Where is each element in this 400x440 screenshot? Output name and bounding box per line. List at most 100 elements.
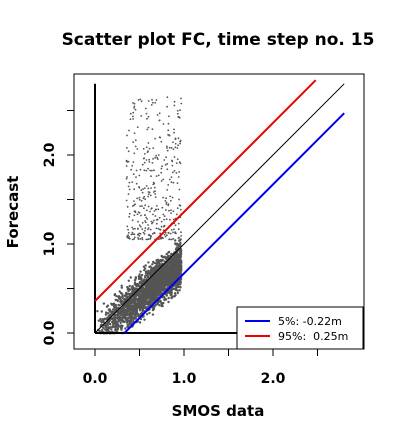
scatter-point — [126, 312, 129, 315]
scatter-point — [128, 215, 131, 218]
scatter-point — [176, 291, 179, 295]
scatter-point — [168, 134, 171, 137]
scatter-point — [147, 126, 150, 129]
scatter-point — [167, 122, 170, 125]
scatter-point — [132, 102, 134, 104]
scatter-point — [147, 187, 150, 190]
scatter-point — [166, 189, 169, 191]
scatter-point — [171, 265, 174, 268]
scatter-point — [146, 272, 149, 275]
scatter-point — [142, 231, 145, 234]
scatter-point — [157, 154, 160, 156]
scatter-point — [133, 152, 136, 155]
scatter-point — [175, 172, 178, 174]
scatter-point — [126, 295, 129, 298]
scatter-point — [165, 156, 168, 159]
scatter-point — [155, 219, 158, 221]
scatter-point — [156, 282, 159, 285]
scatter-point — [134, 227, 136, 230]
scatter-point — [178, 270, 181, 273]
scatter-point — [137, 314, 140, 318]
scatter-point — [107, 315, 111, 318]
scatter-point — [160, 167, 163, 170]
scatter-point — [118, 315, 122, 318]
scatter-point — [141, 295, 144, 298]
scatter-point — [147, 234, 150, 237]
scatter-point — [167, 281, 171, 285]
scatter-point — [174, 146, 177, 149]
scatter-point — [122, 312, 126, 315]
scatter-point — [115, 295, 118, 298]
scatter-point — [177, 273, 180, 277]
scatter-point — [172, 218, 175, 221]
scatter-point — [173, 131, 176, 134]
scatter-point — [151, 292, 155, 296]
scatter-point — [144, 284, 147, 287]
scatter-point — [155, 276, 158, 280]
scatter-point — [127, 323, 130, 326]
scatter-point — [154, 156, 157, 159]
scatter-point — [111, 326, 114, 329]
scatter-point — [134, 315, 138, 318]
scatter-point — [179, 265, 182, 268]
scatter-point — [126, 325, 129, 329]
scatter-point — [151, 287, 154, 290]
scatter-point — [146, 313, 149, 316]
scatter-point — [147, 167, 149, 170]
scatter-point — [149, 210, 151, 213]
scatter-point — [172, 268, 175, 271]
scatter-point — [156, 114, 159, 116]
scatter-point — [139, 226, 142, 228]
scatter-point — [170, 296, 173, 300]
scatter-point — [138, 321, 142, 324]
scatter-point — [151, 169, 153, 172]
scatter-point — [135, 169, 138, 172]
scatter-point — [140, 199, 143, 202]
scatter-point — [162, 283, 165, 286]
scatter-point — [100, 321, 103, 324]
scatter-point — [167, 296, 170, 300]
scatter-point — [128, 188, 131, 191]
scatter-point — [148, 191, 151, 194]
scatter-point — [131, 231, 134, 234]
scatter-point — [126, 176, 128, 178]
scatter-point — [153, 291, 156, 295]
scatter-point — [110, 313, 113, 316]
scatter-point — [142, 188, 144, 190]
scatter-point — [165, 275, 168, 278]
scatter-point — [173, 228, 175, 231]
scatter-point — [169, 199, 172, 202]
scatter-point — [132, 141, 135, 144]
scatter-point — [137, 99, 140, 101]
scatter-point — [134, 108, 137, 111]
scatter-point — [161, 258, 164, 262]
scatter-point — [127, 301, 131, 305]
scatter-point — [124, 293, 128, 296]
scatter-point — [126, 235, 129, 238]
scatter-point — [170, 176, 173, 179]
scatter-point — [156, 156, 159, 159]
scatter-point — [132, 161, 135, 163]
scatter-point — [177, 245, 180, 248]
scatter-point — [135, 284, 138, 287]
scatter-point — [133, 302, 137, 305]
scatter-point — [128, 321, 131, 324]
scatter-point — [134, 203, 136, 206]
scatter-point — [145, 169, 148, 172]
scatter-point — [131, 290, 134, 293]
scatter-point — [113, 293, 117, 296]
scatter-point — [137, 227, 139, 230]
scatter-point — [178, 254, 181, 258]
scatter-point — [141, 237, 144, 239]
scatter-point — [134, 139, 137, 142]
scatter-point — [125, 305, 128, 308]
scatter-point — [145, 301, 148, 304]
scatter-point — [143, 318, 146, 321]
scatter-point — [143, 153, 146, 155]
scatter-point — [143, 233, 146, 235]
scatter-point — [150, 220, 153, 223]
scatter-point — [134, 145, 137, 148]
scatter-point — [133, 102, 136, 105]
scatter-point — [168, 265, 171, 268]
scatter-point — [144, 221, 147, 224]
